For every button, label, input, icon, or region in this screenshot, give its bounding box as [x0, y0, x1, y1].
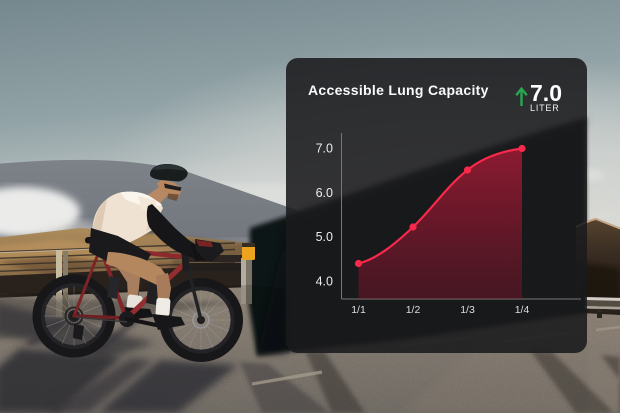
svg-text:1/1: 1/1	[351, 304, 366, 316]
svg-text:1/2: 1/2	[406, 304, 421, 316]
svg-text:6.0: 6.0	[316, 186, 333, 200]
svg-text:1/4: 1/4	[515, 304, 530, 316]
svg-text:1/3: 1/3	[460, 304, 475, 316]
svg-text:4.0: 4.0	[316, 275, 333, 289]
svg-text:7.0: 7.0	[316, 142, 333, 156]
svg-text:5.0: 5.0	[316, 230, 333, 244]
